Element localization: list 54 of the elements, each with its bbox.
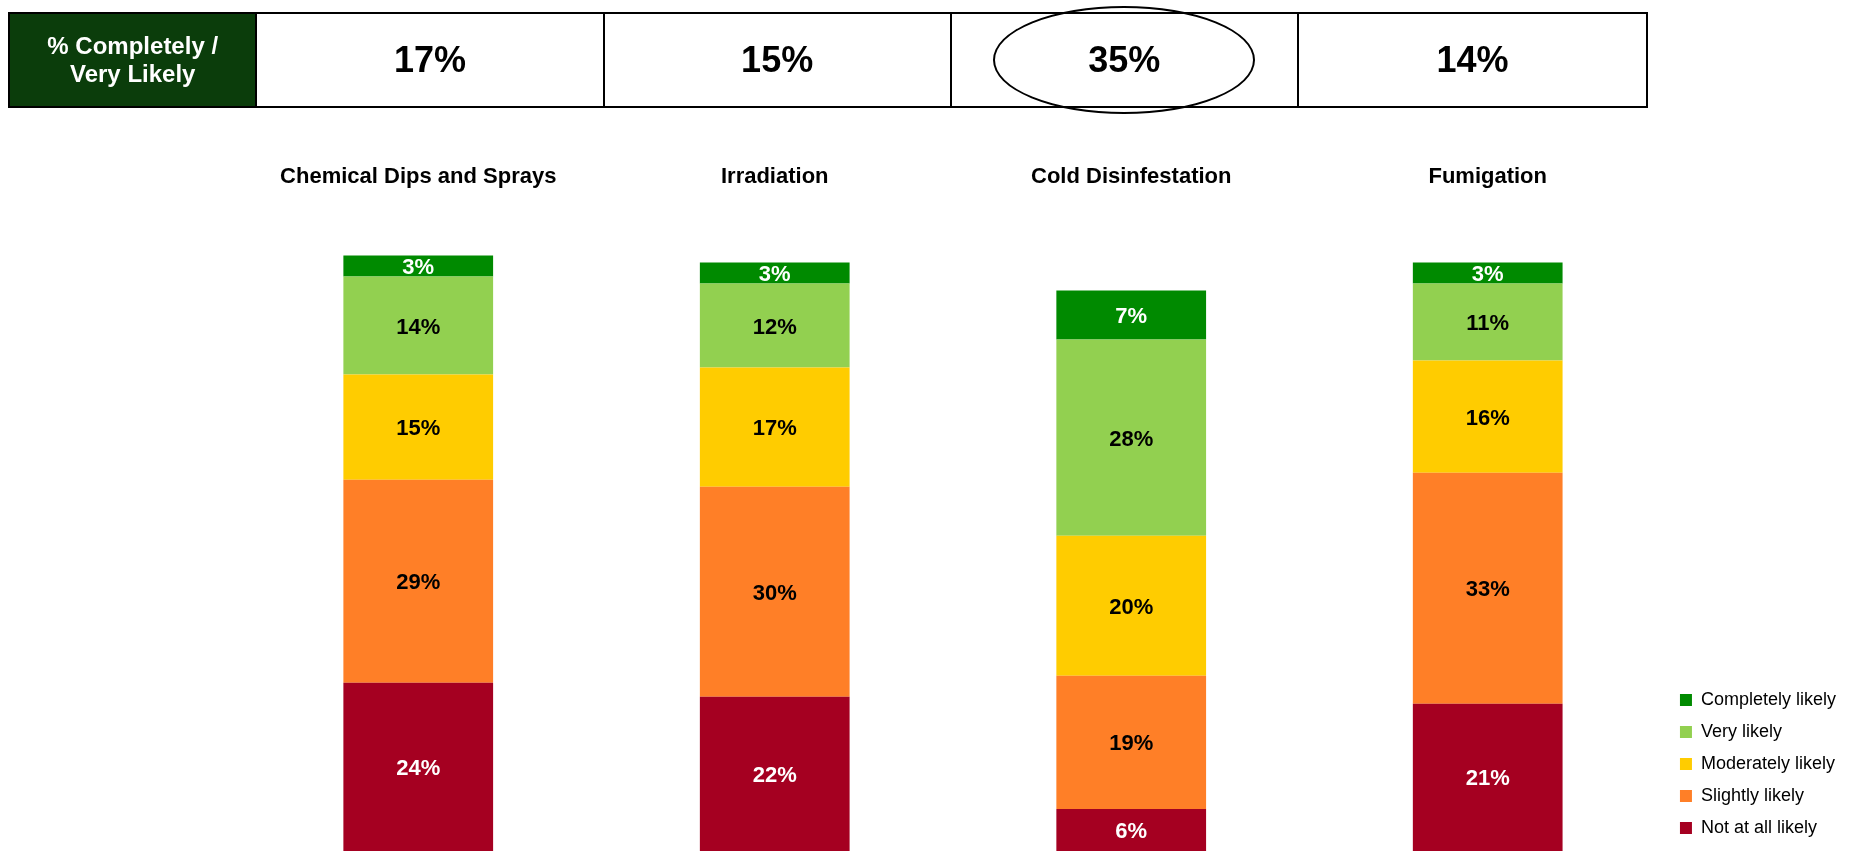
x-tick-label: Fumigation bbox=[1428, 163, 1547, 189]
data-label: 33% bbox=[1465, 576, 1510, 602]
bar bbox=[699, 283, 850, 368]
bar bbox=[343, 374, 494, 480]
data-label: 15% bbox=[396, 415, 441, 441]
bar bbox=[1056, 808, 1207, 851]
data-label: 17% bbox=[752, 415, 797, 441]
bar bbox=[1056, 675, 1207, 809]
data-label: 21% bbox=[1465, 765, 1510, 791]
bar bbox=[1412, 472, 1563, 704]
text: 15% bbox=[741, 39, 814, 81]
data-label: 30% bbox=[752, 579, 797, 605]
data-label: 7% bbox=[1115, 303, 1148, 329]
data-label: 14% bbox=[396, 313, 441, 339]
legend-label: Moderately likely bbox=[1700, 752, 1836, 773]
data-label: 28% bbox=[1109, 425, 1154, 451]
bar bbox=[1056, 535, 1207, 676]
legend-label: Very likely bbox=[1700, 720, 1782, 741]
text: 17% bbox=[393, 39, 467, 81]
bar bbox=[1412, 703, 1563, 851]
legend-label: Completely likely bbox=[1700, 688, 1836, 709]
data-label: 3% bbox=[758, 261, 791, 287]
bar bbox=[343, 682, 494, 851]
bar bbox=[1056, 290, 1207, 340]
bar bbox=[343, 276, 494, 375]
bar bbox=[1056, 339, 1207, 536]
data-label: 6% bbox=[1115, 818, 1148, 844]
data-label: 19% bbox=[1109, 730, 1154, 756]
data-label: 16% bbox=[1465, 404, 1510, 430]
bar bbox=[1412, 360, 1563, 473]
text: 14% bbox=[1436, 39, 1509, 81]
bar bbox=[699, 696, 850, 851]
bar bbox=[343, 479, 494, 683]
x-tick-label: Irradiation bbox=[720, 163, 829, 189]
data-label: 12% bbox=[752, 313, 797, 339]
legend-label: Not at all likely bbox=[1700, 816, 1817, 837]
data-label: 3% bbox=[402, 254, 435, 280]
x-tick-label: Chemical Dips and Sprays bbox=[280, 163, 557, 189]
bar bbox=[699, 486, 850, 697]
bar bbox=[699, 367, 850, 487]
bar bbox=[1412, 262, 1563, 284]
data-label: 3% bbox=[1471, 261, 1504, 287]
data-label: 24% bbox=[396, 754, 441, 780]
data-label: 20% bbox=[1109, 593, 1154, 619]
bar bbox=[699, 262, 850, 284]
x-tick-label: Cold Disinfestation bbox=[1031, 163, 1232, 189]
bar bbox=[1412, 283, 1563, 361]
text: 35% bbox=[1088, 39, 1161, 81]
data-label: 22% bbox=[752, 761, 797, 787]
legend-label: Slightly likely bbox=[1700, 784, 1804, 805]
data-label: 11% bbox=[1466, 310, 1510, 336]
data-label: 29% bbox=[396, 569, 441, 595]
text: % Completely / Very Likely bbox=[10, 14, 258, 106]
bar bbox=[343, 255, 494, 277]
